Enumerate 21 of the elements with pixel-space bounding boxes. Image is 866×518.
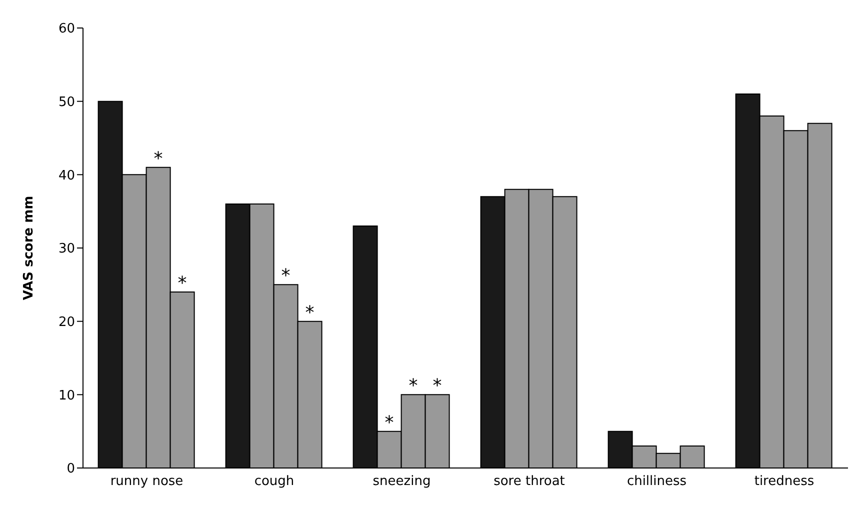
y-tick-label: 20 — [58, 314, 75, 330]
annotation: * — [154, 148, 163, 170]
y-tick-label: 50 — [58, 94, 75, 110]
annotation: * — [305, 302, 314, 324]
y-tick-label: 30 — [58, 242, 75, 257]
x-tick-label: sore throat — [494, 474, 565, 490]
x-tick-label: tiredness — [754, 474, 814, 490]
y-tick-label: 10 — [58, 388, 75, 404]
text: * — [432, 376, 442, 397]
annotation: * — [384, 412, 394, 434]
y-tick-label: 0 — [66, 462, 75, 477]
x-tick-label: cough — [254, 474, 294, 490]
annotation: * — [281, 266, 290, 287]
annotation: * — [408, 376, 418, 397]
x-tick-label: runny nose — [110, 474, 184, 490]
x-tick-label: chilliness — [626, 474, 687, 490]
y-tick-label: 60 — [58, 22, 75, 37]
y-tick-label: 40 — [58, 168, 75, 184]
y-axis-title: VAS score mm — [22, 196, 37, 300]
x-tick-label: sneezing — [372, 474, 431, 490]
annotation: * — [178, 273, 187, 294]
